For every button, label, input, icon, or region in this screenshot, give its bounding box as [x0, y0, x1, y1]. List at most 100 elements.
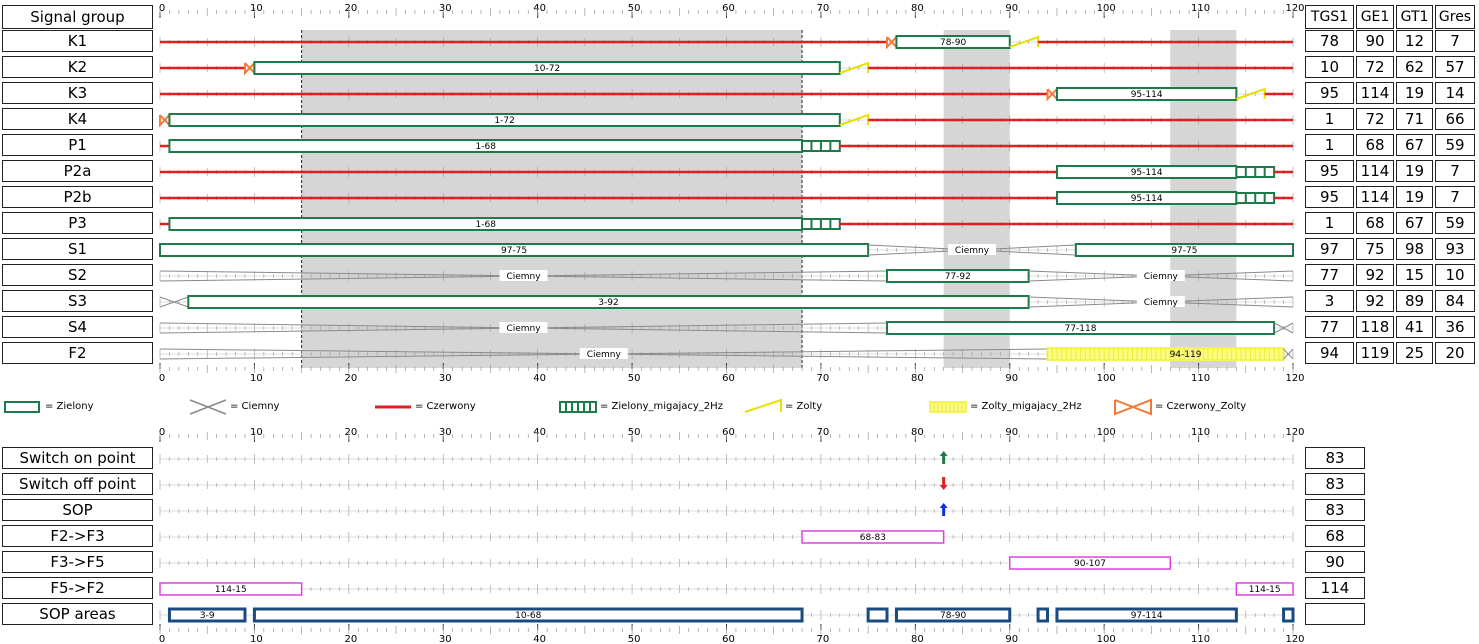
axis-tick-label: 50: [628, 634, 641, 644]
gres-value[interactable]: 7: [1435, 30, 1475, 52]
point-row-label[interactable]: F2->F3: [2, 525, 153, 547]
tgs1-value[interactable]: 97: [1305, 238, 1354, 260]
tgs1-value[interactable]: 1: [1305, 212, 1354, 234]
signal-group-label[interactable]: F2: [2, 342, 153, 364]
signal-row-k3[interactable]: 95-114: [160, 86, 1293, 102]
tgs1-value[interactable]: 95: [1305, 82, 1354, 104]
point-row-label[interactable]: F3->F5: [2, 551, 153, 573]
gt1-value[interactable]: 71: [1396, 108, 1433, 130]
point-row-value[interactable]: 83: [1305, 473, 1365, 495]
signal-group-label[interactable]: S2: [2, 264, 153, 286]
point-row-value[interactable]: 68: [1305, 525, 1365, 547]
signal-group-label[interactable]: K2: [2, 56, 153, 78]
signal-row-s1[interactable]: 97-75 Ciemny 97-75: [159, 243, 1295, 257]
signal-row-p3[interactable]: 1-68: [160, 217, 1293, 231]
point-row-graph[interactable]: 3-9 10-68 78-90 97-114: [167, 607, 1295, 623]
point-row-graph[interactable]: 90-107: [1009, 556, 1172, 570]
tgs1-value[interactable]: 10: [1305, 56, 1354, 78]
point-row-value[interactable]: 83: [1305, 447, 1365, 469]
point-row-graph[interactable]: [939, 503, 948, 516]
signal-row-k2[interactable]: 10-72: [160, 60, 1293, 76]
ge1-value[interactable]: 72: [1356, 56, 1394, 78]
gt1-value[interactable]: 41: [1396, 316, 1433, 338]
gres-value[interactable]: 14: [1435, 82, 1475, 104]
signal-group-label[interactable]: P3: [2, 212, 153, 234]
signal-group-label[interactable]: S3: [2, 290, 153, 312]
gt1-value[interactable]: 19: [1396, 186, 1433, 208]
gres-value[interactable]: 36: [1435, 316, 1475, 338]
gt1-value[interactable]: 67: [1396, 134, 1433, 156]
point-row-value[interactable]: 83: [1305, 499, 1365, 521]
gt1-value[interactable]: 62: [1396, 56, 1433, 78]
signal-row-s2[interactable]: Ciemny 77-92 Ciemny: [159, 269, 1294, 283]
ge1-value[interactable]: 75: [1356, 238, 1394, 260]
tgs1-value[interactable]: 1: [1305, 108, 1354, 130]
tgs1-value[interactable]: 94: [1305, 342, 1354, 364]
ge1-value[interactable]: 68: [1356, 134, 1394, 156]
point-row-value[interactable]: 114: [1305, 577, 1365, 599]
tgs1-value[interactable]: 3: [1305, 290, 1354, 312]
signal-group-label[interactable]: P2b: [2, 186, 153, 208]
point-row-label[interactable]: Switch on point: [2, 447, 153, 469]
signal-row-p1[interactable]: 1-68: [160, 139, 1293, 153]
signal-row-k1[interactable]: 78-90: [160, 34, 1293, 50]
signal-row-p2a[interactable]: 95-114: [160, 165, 1293, 179]
point-row-label[interactable]: SOP areas: [2, 603, 153, 625]
signal-group-label[interactable]: K1: [2, 30, 153, 52]
point-row-label[interactable]: SOP: [2, 499, 153, 521]
ge1-value[interactable]: 68: [1356, 212, 1394, 234]
gt1-value[interactable]: 12: [1396, 30, 1433, 52]
ge1-value[interactable]: 114: [1356, 186, 1394, 208]
signal-group-label[interactable]: S1: [2, 238, 153, 260]
tgs1-value[interactable]: 77: [1305, 264, 1354, 286]
gt1-value[interactable]: 15: [1396, 264, 1433, 286]
point-row-graph[interactable]: 114-15 114-15: [159, 582, 1294, 596]
gt1-value[interactable]: 19: [1396, 82, 1433, 104]
gt1-value[interactable]: 89: [1396, 290, 1433, 312]
signal-group-label[interactable]: P1: [2, 134, 153, 156]
point-row-value[interactable]: 90: [1305, 551, 1365, 573]
signal-row-k4[interactable]: 1-72: [159, 112, 1293, 128]
point-row-graph[interactable]: [939, 451, 948, 464]
gres-value[interactable]: 7: [1435, 186, 1475, 208]
point-row-graph[interactable]: 68-83: [801, 530, 945, 544]
ge1-value[interactable]: 118: [1356, 316, 1394, 338]
tgs1-value[interactable]: 95: [1305, 160, 1354, 182]
signal-row-f2[interactable]: Ciemny 94-119: [159, 347, 1294, 361]
point-row-value[interactable]: [1305, 603, 1365, 625]
signal-group-label[interactable]: S4: [2, 316, 153, 338]
signal-row-s3[interactable]: 3-92 Ciemny: [159, 295, 1294, 309]
ge1-value[interactable]: 92: [1356, 264, 1394, 286]
gres-value[interactable]: 57: [1435, 56, 1475, 78]
gres-value[interactable]: 84: [1435, 290, 1475, 312]
gt1-value[interactable]: 98: [1396, 238, 1433, 260]
tgs1-value[interactable]: 1: [1305, 134, 1354, 156]
gt1-value[interactable]: 25: [1396, 342, 1433, 364]
signal-group-label[interactable]: K3: [2, 82, 153, 104]
ge1-value[interactable]: 114: [1356, 82, 1394, 104]
ge1-value[interactable]: 119: [1356, 342, 1394, 364]
point-row-graph[interactable]: [939, 477, 948, 490]
signal-row-s4[interactable]: Ciemny 77-118: [159, 321, 1294, 335]
gres-value[interactable]: 7: [1435, 160, 1475, 182]
tgs1-value[interactable]: 77: [1305, 316, 1354, 338]
gres-value[interactable]: 66: [1435, 108, 1475, 130]
gres-value[interactable]: 20: [1435, 342, 1475, 364]
ge1-value[interactable]: 72: [1356, 108, 1394, 130]
ge1-value[interactable]: 114: [1356, 160, 1394, 182]
signal-group-label[interactable]: K4: [2, 108, 153, 130]
signal-row-p2b[interactable]: 95-114: [160, 191, 1293, 205]
tgs1-value[interactable]: 95: [1305, 186, 1354, 208]
gt1-value[interactable]: 19: [1396, 160, 1433, 182]
gres-value[interactable]: 93: [1435, 238, 1475, 260]
signal-group-label[interactable]: P2a: [2, 160, 153, 182]
gt1-value[interactable]: 67: [1396, 212, 1433, 234]
ge1-value[interactable]: 92: [1356, 290, 1394, 312]
gres-value[interactable]: 10: [1435, 264, 1475, 286]
point-row-label[interactable]: F5->F2: [2, 577, 153, 599]
point-row-label[interactable]: Switch off point: [2, 473, 153, 495]
gres-value[interactable]: 59: [1435, 134, 1475, 156]
tgs1-value[interactable]: 78: [1305, 30, 1354, 52]
gres-value[interactable]: 59: [1435, 212, 1475, 234]
ge1-value[interactable]: 90: [1356, 30, 1394, 52]
